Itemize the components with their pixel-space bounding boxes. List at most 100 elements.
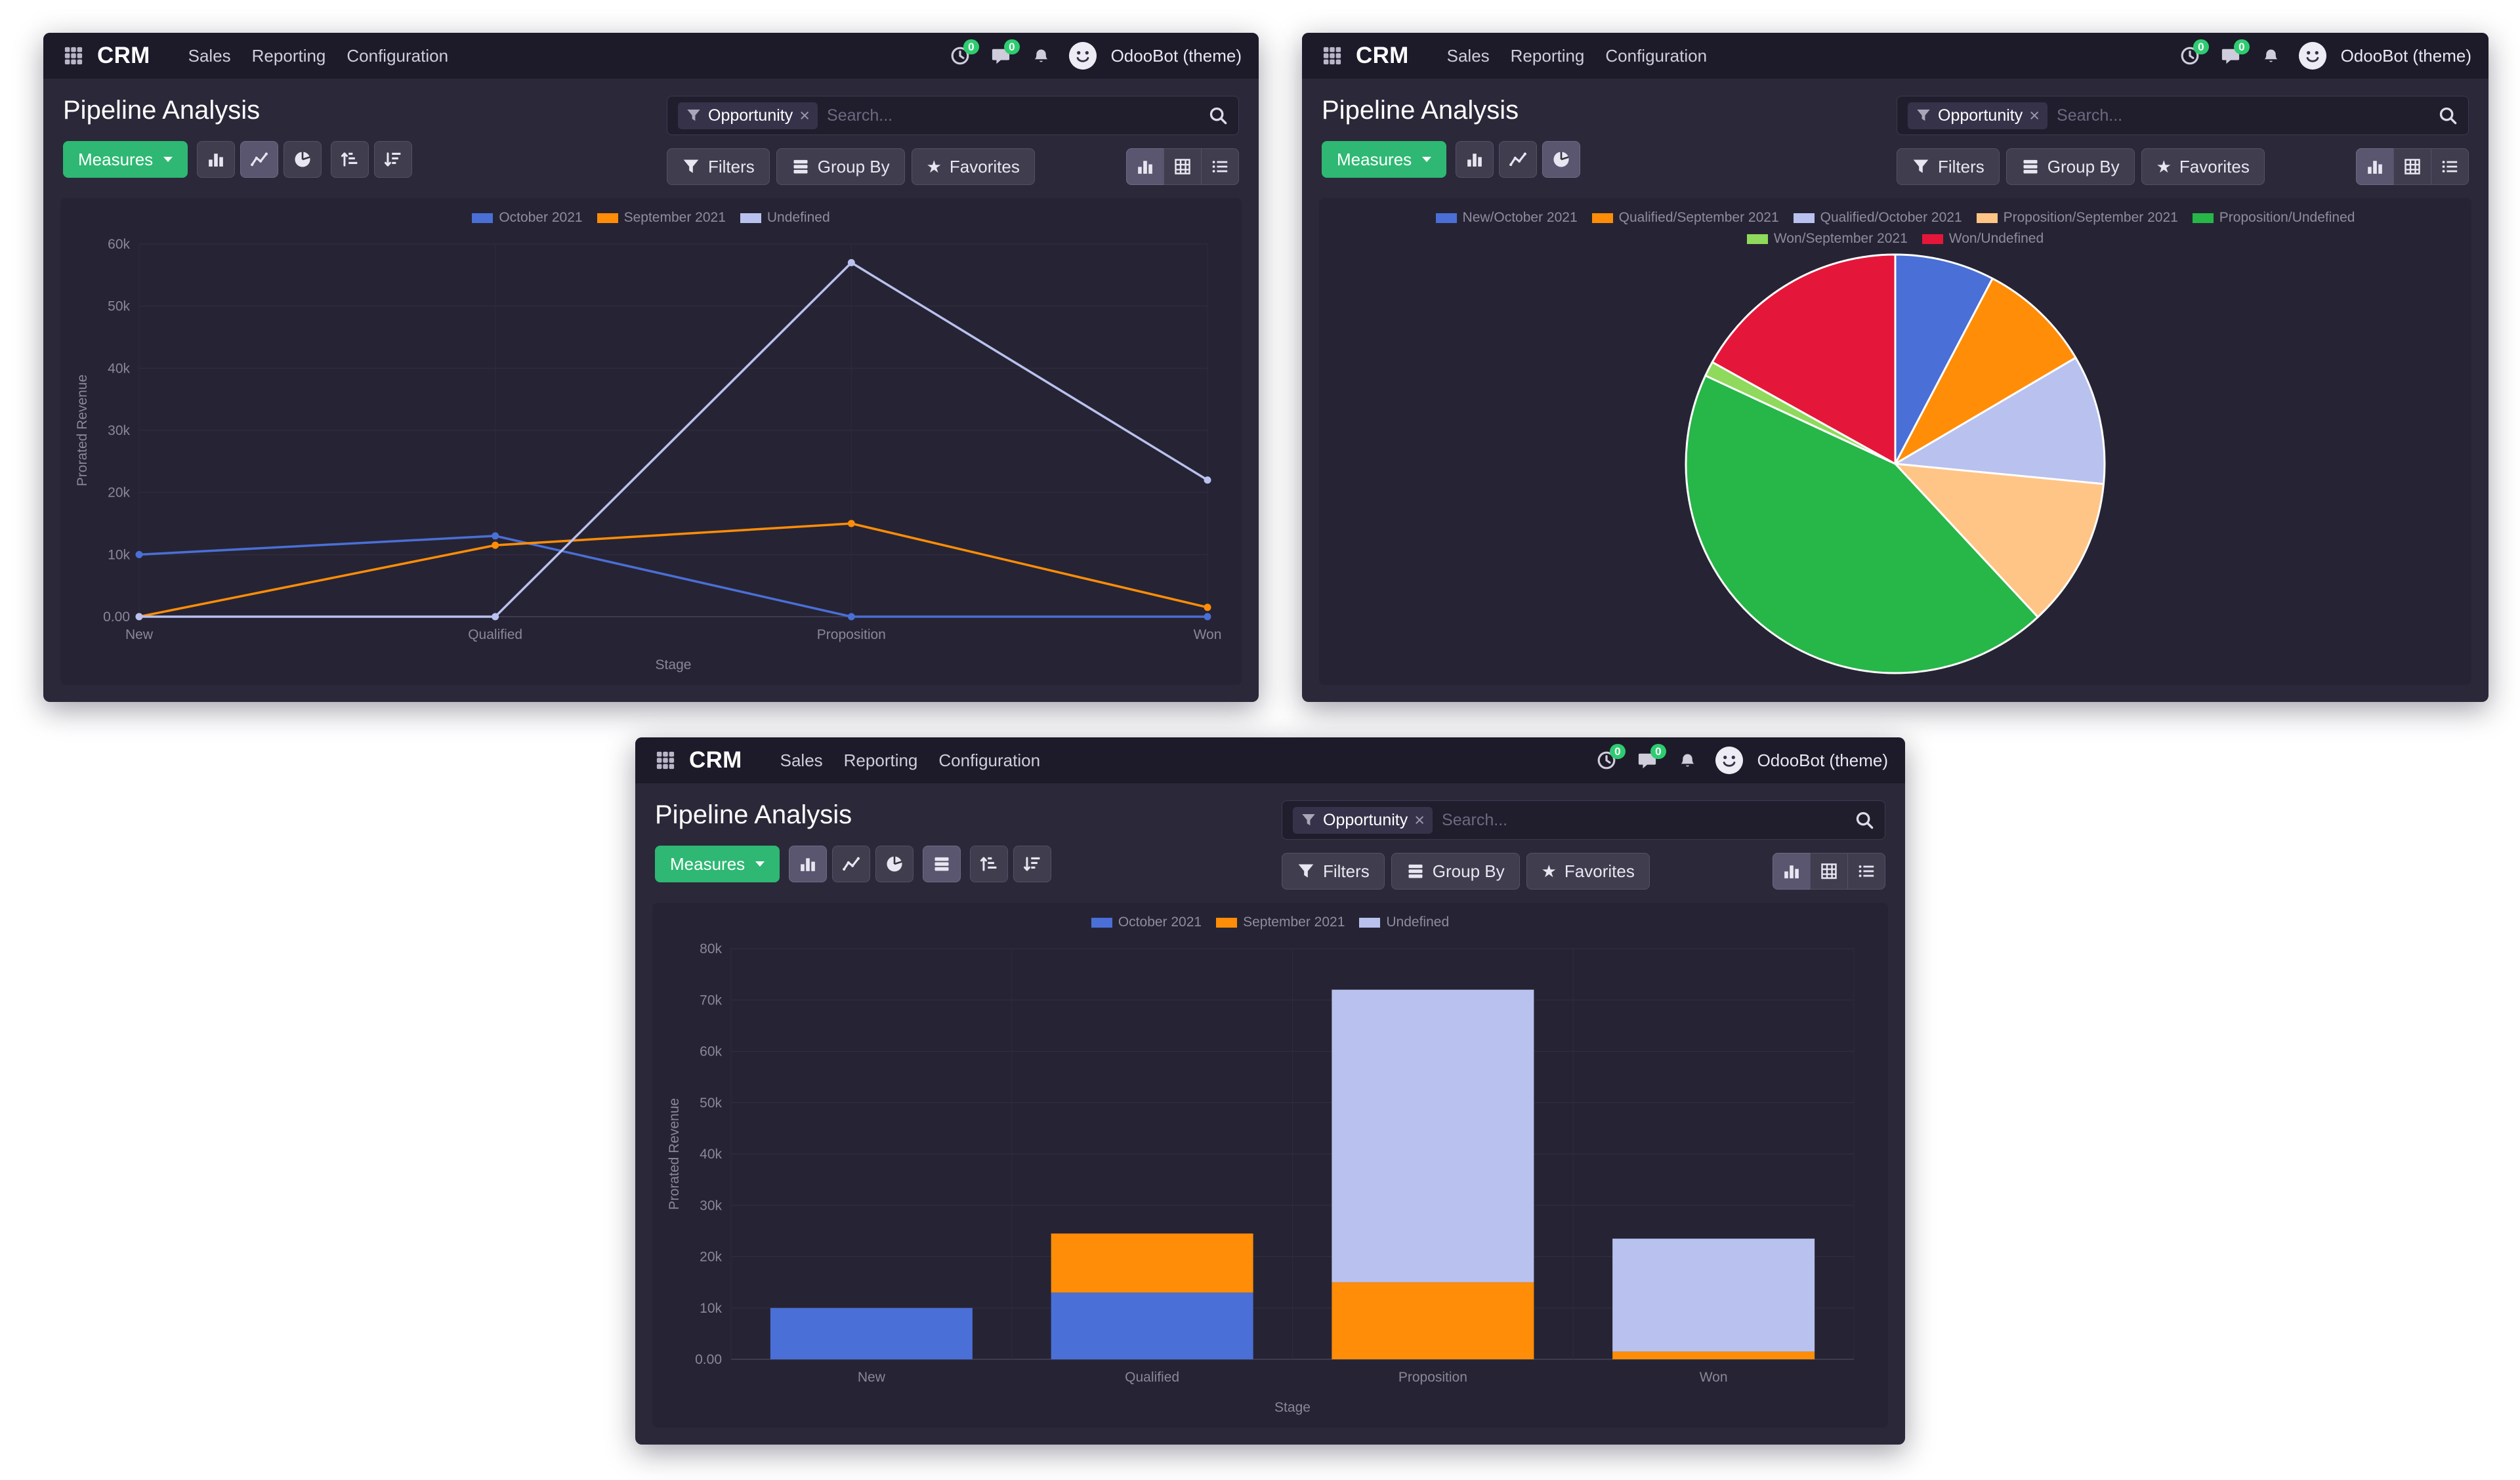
user-name[interactable]: OdooBot (theme) xyxy=(1757,750,1888,770)
pivot-view-button[interactable] xyxy=(2393,148,2431,185)
app-name[interactable]: CRM xyxy=(1356,43,1409,68)
search-placeholder[interactable]: Search... xyxy=(2057,106,2123,125)
apps-menu-icon[interactable] xyxy=(1319,43,1345,69)
menu-sales[interactable]: Sales xyxy=(188,45,231,66)
pie-chart-button[interactable] xyxy=(875,846,914,882)
bar-chart-button[interactable] xyxy=(789,846,828,882)
legend-swatch xyxy=(1091,917,1112,928)
stacked-toggle-button[interactable] xyxy=(923,846,961,882)
activities-icon[interactable]: 0 xyxy=(947,39,979,69)
list-view-button[interactable] xyxy=(2431,148,2469,185)
menu-configuration[interactable]: Configuration xyxy=(1605,45,1708,66)
search-placeholder[interactable]: Search... xyxy=(827,106,893,125)
search-facet: Opportunity × xyxy=(678,102,818,129)
graph-view-button[interactable] xyxy=(2356,148,2394,185)
pivot-view-icon xyxy=(1820,862,1838,880)
measures-button[interactable]: Measures xyxy=(63,141,188,178)
menu-sales[interactable]: Sales xyxy=(1446,45,1490,66)
bar-chart-button[interactable] xyxy=(1456,141,1494,178)
search-icon[interactable] xyxy=(1208,106,1228,125)
search-icon[interactable] xyxy=(1855,810,1874,830)
activities-icon[interactable]: 0 xyxy=(2177,39,2209,69)
bell-icon[interactable] xyxy=(2258,43,2284,69)
group-by-button[interactable]: Group By xyxy=(1391,853,1520,890)
legend-item[interactable]: September 2021 xyxy=(1216,915,1345,930)
legend-item[interactable]: Won/Undefined xyxy=(1922,231,2044,247)
search-bar[interactable]: Opportunity × Search... xyxy=(1897,96,2469,135)
line-chart-icon xyxy=(842,855,860,873)
messages-icon[interactable]: 0 xyxy=(2217,39,2250,69)
line-chart-button[interactable] xyxy=(1499,141,1538,178)
sort-ascending-button[interactable] xyxy=(331,141,369,178)
favorites-button[interactable]: ★ Favorites xyxy=(911,148,1035,185)
remove-facet-icon[interactable]: × xyxy=(2029,105,2040,125)
legend-item[interactable]: Proposition/September 2021 xyxy=(1976,210,2178,226)
search-bar[interactable]: Opportunity × Search... xyxy=(1282,800,1885,840)
legend-item[interactable]: Won/September 2021 xyxy=(1746,231,1908,247)
sort-descending-button[interactable] xyxy=(374,141,413,178)
menu-reporting[interactable]: Reporting xyxy=(843,750,918,770)
legend-item[interactable]: Proposition/Undefined xyxy=(2192,210,2355,226)
user-name[interactable]: OdooBot (theme) xyxy=(1110,45,1242,66)
menu-sales[interactable]: Sales xyxy=(780,750,823,770)
user-name[interactable]: OdooBot (theme) xyxy=(2340,45,2471,66)
app-name[interactable]: CRM xyxy=(97,43,150,68)
favorites-button[interactable]: ★ Favorites xyxy=(2141,148,2265,185)
search-toolbar: Filters Group By ★ Favorites xyxy=(1897,148,2469,185)
graph-view-button[interactable] xyxy=(1773,853,1811,890)
legend-label: Qualified/October 2021 xyxy=(1820,210,1962,225)
legend-item[interactable]: September 2021 xyxy=(597,210,726,226)
graph-view-button[interactable] xyxy=(1126,148,1164,185)
menu-reporting[interactable]: Reporting xyxy=(1510,45,1585,66)
list-view-button[interactable] xyxy=(1847,853,1885,890)
menu-configuration[interactable]: Configuration xyxy=(938,750,1041,770)
legend-item[interactable]: Qualified/October 2021 xyxy=(1793,210,1962,226)
remove-facet-icon[interactable]: × xyxy=(799,105,810,125)
pie-chart-button[interactable] xyxy=(1542,141,1581,178)
filters-button[interactable]: Filters xyxy=(1897,148,2000,185)
line-chart-button[interactable] xyxy=(240,141,279,178)
pie-chart-button[interactable] xyxy=(284,141,322,178)
activities-icon[interactable]: 0 xyxy=(1593,744,1626,773)
group-by-button[interactable]: Group By xyxy=(2006,148,2135,185)
bar-chart-button[interactable] xyxy=(197,141,236,178)
bell-icon[interactable] xyxy=(1028,43,1055,69)
menu-reporting[interactable]: Reporting xyxy=(251,45,326,66)
search-icon[interactable] xyxy=(2438,106,2458,125)
user-avatar[interactable] xyxy=(1068,42,1097,70)
messages-icon[interactable]: 0 xyxy=(1634,744,1666,773)
legend-item[interactable]: Undefined xyxy=(740,210,830,226)
pivot-view-button[interactable] xyxy=(1810,853,1848,890)
user-avatar[interactable] xyxy=(2298,42,2326,70)
legend-item[interactable]: October 2021 xyxy=(472,210,583,226)
measures-button[interactable]: Measures xyxy=(655,846,780,882)
legend-item[interactable]: Undefined xyxy=(1359,915,1449,930)
legend-item[interactable]: October 2021 xyxy=(1091,915,1202,930)
apps-menu-icon[interactable] xyxy=(60,43,87,69)
legend-item[interactable]: New/October 2021 xyxy=(1435,210,1578,226)
favorites-button[interactable]: ★ Favorites xyxy=(1526,853,1650,890)
filters-button[interactable]: Filters xyxy=(667,148,770,185)
pivot-view-button[interactable] xyxy=(1164,148,1202,185)
list-view-button[interactable] xyxy=(1201,148,1239,185)
menu-configuration[interactable]: Configuration xyxy=(346,45,449,66)
search-bar[interactable]: Opportunity × Search... xyxy=(667,96,1239,135)
remove-facet-icon[interactable]: × xyxy=(1414,810,1425,830)
legend-item[interactable]: Qualified/September 2021 xyxy=(1591,210,1779,226)
search-placeholder[interactable]: Search... xyxy=(1442,810,1508,829)
line-chart-button[interactable] xyxy=(832,846,871,882)
measures-button[interactable]: Measures xyxy=(1322,141,1447,178)
svg-text:70k: 70k xyxy=(700,993,722,1008)
bell-icon[interactable] xyxy=(1675,747,1701,773)
svg-text:20k: 20k xyxy=(700,1250,722,1265)
user-avatar[interactable] xyxy=(1715,747,1743,774)
apps-menu-icon[interactable] xyxy=(652,747,679,773)
sort-ascending-button[interactable] xyxy=(970,846,1009,882)
group-by-button[interactable]: Group By xyxy=(776,148,905,185)
filters-button[interactable]: Filters xyxy=(1282,853,1385,890)
bar-chart-icon xyxy=(799,855,817,873)
messages-icon[interactable]: 0 xyxy=(988,39,1020,69)
funnel-icon xyxy=(1297,862,1315,880)
sort-descending-button[interactable] xyxy=(1013,846,1052,882)
app-name[interactable]: CRM xyxy=(689,747,742,773)
